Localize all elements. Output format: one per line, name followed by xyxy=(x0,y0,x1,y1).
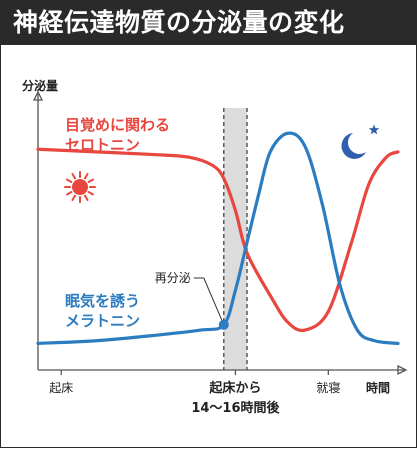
x-tick-label: 起床 xyxy=(49,381,73,395)
series-label-0: 目覚めに関わるセロトニン xyxy=(65,116,170,154)
moon-icon xyxy=(341,133,366,159)
annotation-point xyxy=(218,319,229,330)
y-axis-label: 分泌量 xyxy=(22,78,58,93)
star-icon xyxy=(368,124,380,135)
page-title: 神経伝達物質の分泌量の変化 xyxy=(1,1,416,45)
x-tick-label: 就寝 xyxy=(316,380,340,395)
annotation-leader-line xyxy=(203,277,225,325)
serotonin-line xyxy=(36,147,400,333)
x-axis-arrow xyxy=(397,364,408,376)
highlight-band xyxy=(223,108,248,370)
annotation-label: 再分泌 xyxy=(155,271,191,285)
x-axis-label: 時間 xyxy=(366,380,390,395)
x-tick-label: 起床から 14～16時間後 xyxy=(191,380,280,416)
melatonin-line xyxy=(36,131,400,345)
sun-icon xyxy=(64,171,96,203)
y-axis-arrow xyxy=(32,90,44,101)
series-label-1: 眠気を誘うメラトニン xyxy=(65,292,140,330)
